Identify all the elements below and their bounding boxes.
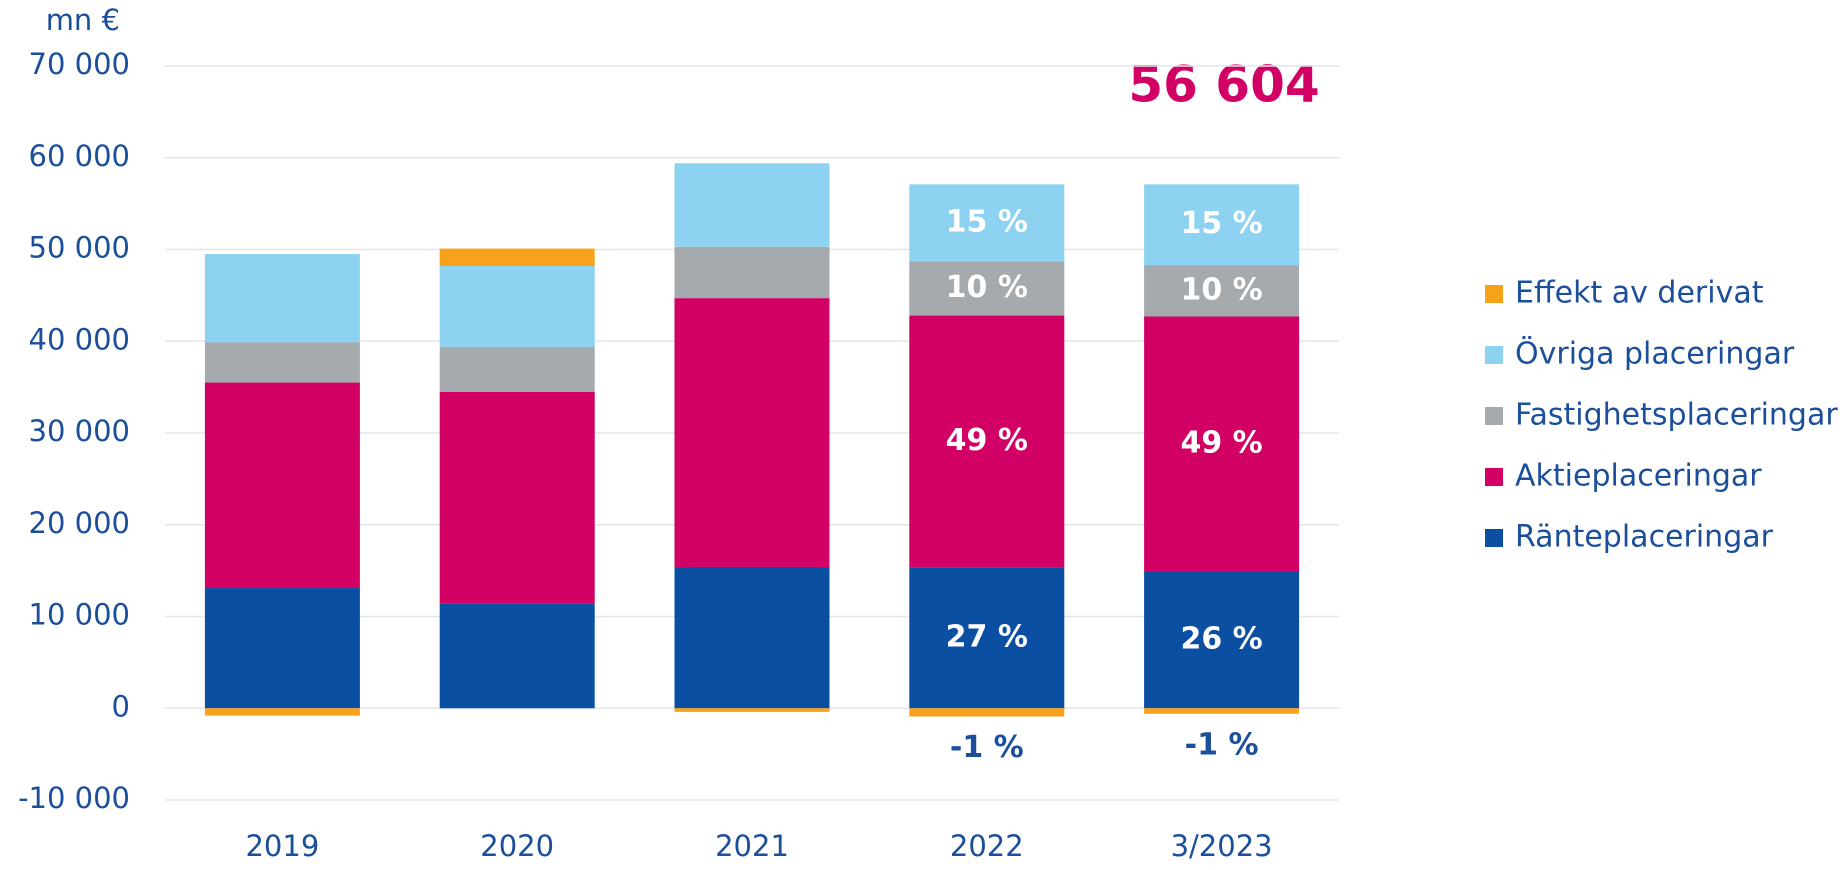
share-label: 49 % xyxy=(1180,426,1262,461)
y-tick-label: 70 000 xyxy=(29,47,130,81)
bar-segment xyxy=(909,261,1065,316)
y-tick-label: 60 000 xyxy=(29,139,130,173)
x-tick-label: 3/2023 xyxy=(1171,829,1273,863)
share-label: 49 % xyxy=(946,423,1028,458)
y-tick-label: 30 000 xyxy=(29,414,130,448)
bar-segment xyxy=(204,342,360,383)
bar-segment xyxy=(204,588,360,709)
share-label: 10 % xyxy=(946,270,1028,305)
bar-segment xyxy=(674,163,830,247)
legend-label: Fastighetsplaceringar xyxy=(1515,398,1838,433)
bar-segment xyxy=(439,266,595,347)
share-label: 15 % xyxy=(946,204,1028,239)
bar-segment xyxy=(909,708,1065,717)
y-tick-label: 20 000 xyxy=(29,506,130,540)
bar-segment xyxy=(204,254,360,343)
y-axis-unit: mn € xyxy=(46,3,120,37)
bar-segment xyxy=(1144,708,1300,714)
legend-swatch xyxy=(1485,285,1503,303)
share-label: 27 % xyxy=(946,620,1028,655)
bar-segment xyxy=(439,603,595,709)
bar-segment xyxy=(439,346,595,392)
legend-swatch xyxy=(1485,468,1503,486)
bar-segment xyxy=(674,708,830,712)
x-tick-label: 2020 xyxy=(480,829,554,863)
total-annotation: 56 604 xyxy=(1128,56,1319,114)
bar-segment xyxy=(909,315,1065,568)
share-label: -1 % xyxy=(950,730,1024,765)
bar-segment xyxy=(439,391,595,604)
legend-swatch xyxy=(1485,346,1503,364)
bar-segment xyxy=(674,298,830,567)
bar-segment xyxy=(439,248,595,267)
x-tick-label: 2022 xyxy=(950,829,1024,863)
share-label: -1 % xyxy=(1185,727,1259,762)
share-label: 26 % xyxy=(1180,621,1262,656)
bar-segment xyxy=(909,184,1065,262)
bar-segment xyxy=(1144,571,1300,709)
x-tick-label: 2019 xyxy=(245,829,319,863)
y-tick-label: 0 xyxy=(112,689,130,723)
legend-label: Aktieplaceringar xyxy=(1515,459,1762,494)
bar-segment xyxy=(674,246,830,299)
bar-segment xyxy=(1144,184,1300,266)
bar-segment xyxy=(204,382,360,589)
legend-label: Ränteplaceringar xyxy=(1515,520,1774,555)
bar-segment xyxy=(1144,265,1300,317)
bar-segment xyxy=(909,567,1065,709)
legend-swatch xyxy=(1485,529,1503,547)
x-tick-label: 2021 xyxy=(715,829,789,863)
legend-label: Övriga placeringar xyxy=(1515,336,1795,372)
legend-label: Effekt av derivat xyxy=(1515,276,1764,311)
share-label: 10 % xyxy=(1180,272,1262,307)
bar-segment xyxy=(1144,316,1300,572)
y-tick-label: 50 000 xyxy=(29,231,130,265)
y-tick-label: -10 000 xyxy=(18,781,130,815)
legend-swatch xyxy=(1485,407,1503,425)
bar-segment xyxy=(674,566,830,709)
y-tick-label: 40 000 xyxy=(29,322,130,356)
bar-segment xyxy=(204,708,360,716)
share-label: 15 % xyxy=(1180,206,1262,241)
y-tick-label: 10 000 xyxy=(29,598,130,632)
